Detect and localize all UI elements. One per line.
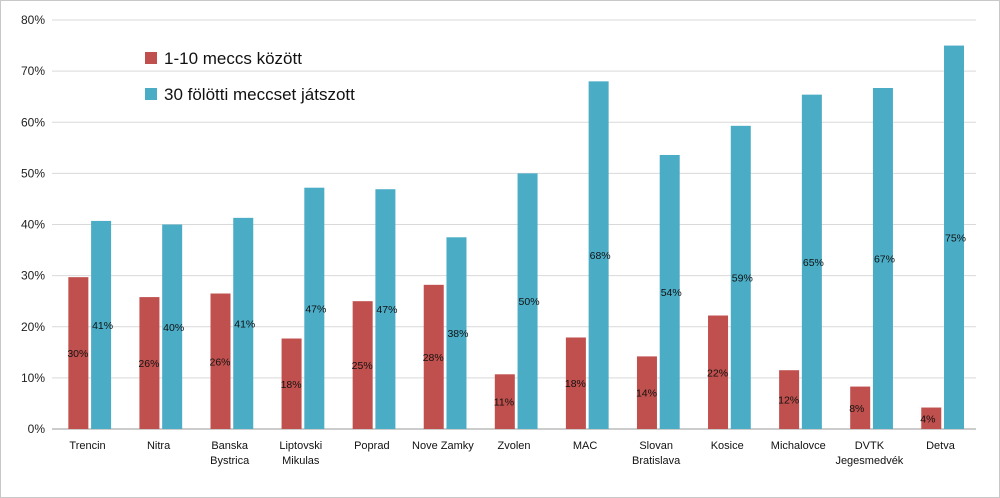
bar-series-2	[872, 87, 893, 429]
x-tick-label: DVTK Jegesmedvék	[835, 440, 903, 467]
data-label: 8%	[849, 403, 864, 415]
x-tick-label: Slovan Bratislava	[632, 440, 681, 467]
bar-series-1	[68, 277, 89, 429]
legend-swatch-series-1	[145, 52, 157, 64]
y-axis: 0% 10% 20% 30% 40% 50% 60% 70% 80%	[21, 13, 45, 436]
data-label: 59%	[732, 272, 753, 284]
data-label: 25%	[352, 360, 373, 372]
x-tick-label: Kosice	[711, 440, 744, 452]
legend: 1-10 meccs között 30 fölötti meccset ját…	[145, 49, 355, 104]
data-label: 41%	[234, 318, 255, 330]
bar-series-2	[233, 217, 254, 429]
y-tick-label: 30%	[21, 269, 45, 283]
bar-series-2	[944, 45, 965, 429]
bar-series-2	[588, 81, 609, 429]
data-label: 28%	[423, 352, 444, 364]
data-label: 47%	[305, 303, 326, 315]
bar-series-1	[708, 315, 729, 429]
data-label: 30%	[67, 348, 88, 360]
bar-series-2	[659, 154, 680, 429]
x-tick-label: Zvolen	[497, 440, 530, 452]
bar-series-2	[375, 189, 396, 429]
data-label: 65%	[803, 257, 824, 269]
bar-series-2	[730, 125, 751, 430]
bar-series-1	[352, 301, 373, 429]
data-label: 75%	[945, 232, 966, 244]
bar-series-2	[162, 224, 183, 429]
bar-series-1	[921, 407, 942, 429]
data-label: 12%	[778, 395, 799, 407]
y-tick-label: 20%	[21, 320, 45, 334]
data-label: 40%	[163, 322, 184, 334]
bars	[68, 45, 965, 430]
bar-series-1	[565, 337, 586, 429]
x-tick-label: Banska Bystrica	[210, 440, 250, 467]
x-tick-label: Detva	[926, 440, 956, 452]
data-label: 14%	[636, 388, 657, 400]
legend-label-series-1: 1-10 meccs között	[164, 49, 302, 68]
data-label: 50%	[519, 296, 540, 308]
x-tick-label: Trencin	[69, 440, 105, 452]
bar-series-2	[517, 173, 538, 429]
data-label: 18%	[565, 378, 586, 390]
data-label: 54%	[661, 287, 682, 299]
bar-series-2	[801, 94, 822, 429]
bar-series-1	[210, 293, 231, 429]
data-label: 38%	[447, 328, 468, 340]
x-tick-label: Nitra	[147, 440, 171, 452]
bar-series-2	[446, 237, 467, 429]
y-tick-label: 60%	[21, 115, 45, 129]
bar-series-1	[281, 338, 302, 429]
bar-series-2	[304, 187, 325, 429]
data-label: 26%	[138, 358, 159, 370]
data-label: 41%	[92, 320, 113, 332]
bar-series-1	[779, 370, 800, 429]
bar-series-1	[636, 356, 657, 429]
x-tick-label: MAC	[573, 440, 598, 452]
legend-swatch-series-2	[145, 88, 157, 100]
data-label: 11%	[494, 397, 514, 409]
bar-series-1	[423, 284, 444, 429]
gridlines	[52, 19, 976, 430]
data-label: 68%	[590, 250, 611, 262]
data-label: 26%	[210, 356, 231, 368]
x-tick-label: Nove Zamky	[412, 440, 474, 452]
bar-series-1	[494, 374, 515, 429]
y-tick-label: 10%	[21, 371, 45, 385]
bar-series-1	[850, 386, 871, 429]
data-label: 22%	[707, 367, 728, 379]
x-tick-label: Liptovski Mikulas	[279, 440, 322, 467]
bar-series-1	[139, 297, 160, 429]
data-label: 47%	[376, 304, 397, 316]
legend-label-series-2: 30 fölötti meccset játszott	[164, 85, 355, 104]
bar-series-2	[91, 220, 112, 429]
data-label: 18%	[281, 379, 302, 391]
y-tick-label: 0%	[28, 422, 46, 436]
y-tick-label: 80%	[21, 13, 45, 27]
y-tick-label: 50%	[21, 166, 45, 180]
data-label: 67%	[874, 253, 895, 265]
x-tick-label: Poprad	[354, 440, 389, 452]
y-tick-label: 70%	[21, 64, 45, 78]
data-label: 4%	[920, 413, 935, 425]
x-axis: Trencin Nitra Banska Bystrica Liptovski Mikul…	[69, 440, 955, 467]
data-labels: 30% 41% 26% 40% 26% 41% 18% 47% 25% 47% 28%38% 11% 5…	[67, 232, 966, 425]
y-tick-label: 40%	[21, 218, 45, 232]
x-tick-label: Michalovce	[771, 440, 826, 452]
